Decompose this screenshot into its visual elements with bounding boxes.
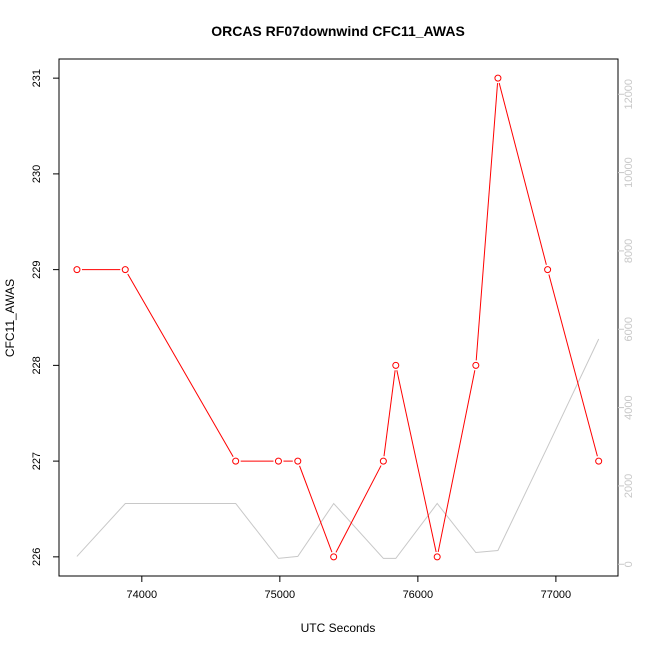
y-tick-label: 228 bbox=[31, 356, 43, 374]
y2-tick-label: 6000 bbox=[623, 317, 635, 341]
data-point bbox=[330, 553, 338, 561]
series-line-right-axis bbox=[76, 338, 600, 559]
data-point bbox=[595, 457, 603, 465]
data-point bbox=[274, 457, 282, 465]
series-segment bbox=[475, 83, 499, 361]
axes: 74000 75000 76000 77000 226 227 228 229 230 231 0 2… bbox=[31, 69, 635, 601]
y-axis-label: CFC11_AWAS bbox=[3, 279, 17, 357]
series-segment bbox=[335, 465, 382, 553]
x-axis-label: UTC Seconds bbox=[301, 621, 376, 635]
series-segment bbox=[548, 274, 598, 457]
chart-title: ORCAS RF07downwind CFC11_AWAS bbox=[211, 23, 465, 39]
series-segment bbox=[498, 82, 547, 265]
series-segment bbox=[383, 370, 396, 457]
y-tick-label: 229 bbox=[31, 260, 43, 278]
x-tick-label: 74000 bbox=[127, 589, 158, 601]
x-tick-label: 75000 bbox=[265, 589, 296, 601]
data-point bbox=[392, 361, 400, 369]
y2-tick-label: 10000 bbox=[623, 157, 635, 188]
x-tick-label: 76000 bbox=[403, 589, 434, 601]
data-point bbox=[494, 74, 502, 82]
data-point bbox=[73, 266, 81, 274]
series-segment bbox=[127, 273, 234, 458]
y2-tick-label: 0 bbox=[623, 561, 635, 567]
data-point bbox=[379, 457, 387, 465]
y2-tick-label: 12000 bbox=[623, 79, 635, 110]
data-point bbox=[121, 266, 129, 274]
series-segment bbox=[299, 465, 333, 553]
series-segment bbox=[396, 370, 437, 553]
y-tick-label: 226 bbox=[31, 548, 43, 566]
y2-tick-label: 2000 bbox=[623, 474, 635, 498]
y-tick-label: 231 bbox=[31, 69, 43, 87]
y-tick-label: 227 bbox=[31, 452, 43, 470]
x-tick-label: 77000 bbox=[541, 589, 572, 601]
data-point bbox=[433, 553, 441, 561]
series-segment bbox=[437, 370, 476, 553]
series-layer bbox=[73, 74, 603, 561]
data-point bbox=[544, 266, 552, 274]
data-point bbox=[472, 361, 480, 369]
plot-frame bbox=[58, 58, 619, 577]
data-point bbox=[294, 457, 302, 465]
y2-tick-label: 4000 bbox=[623, 395, 635, 419]
y-tick-label: 230 bbox=[31, 165, 43, 183]
data-point bbox=[232, 457, 240, 465]
y2-tick-label: 8000 bbox=[623, 239, 635, 263]
